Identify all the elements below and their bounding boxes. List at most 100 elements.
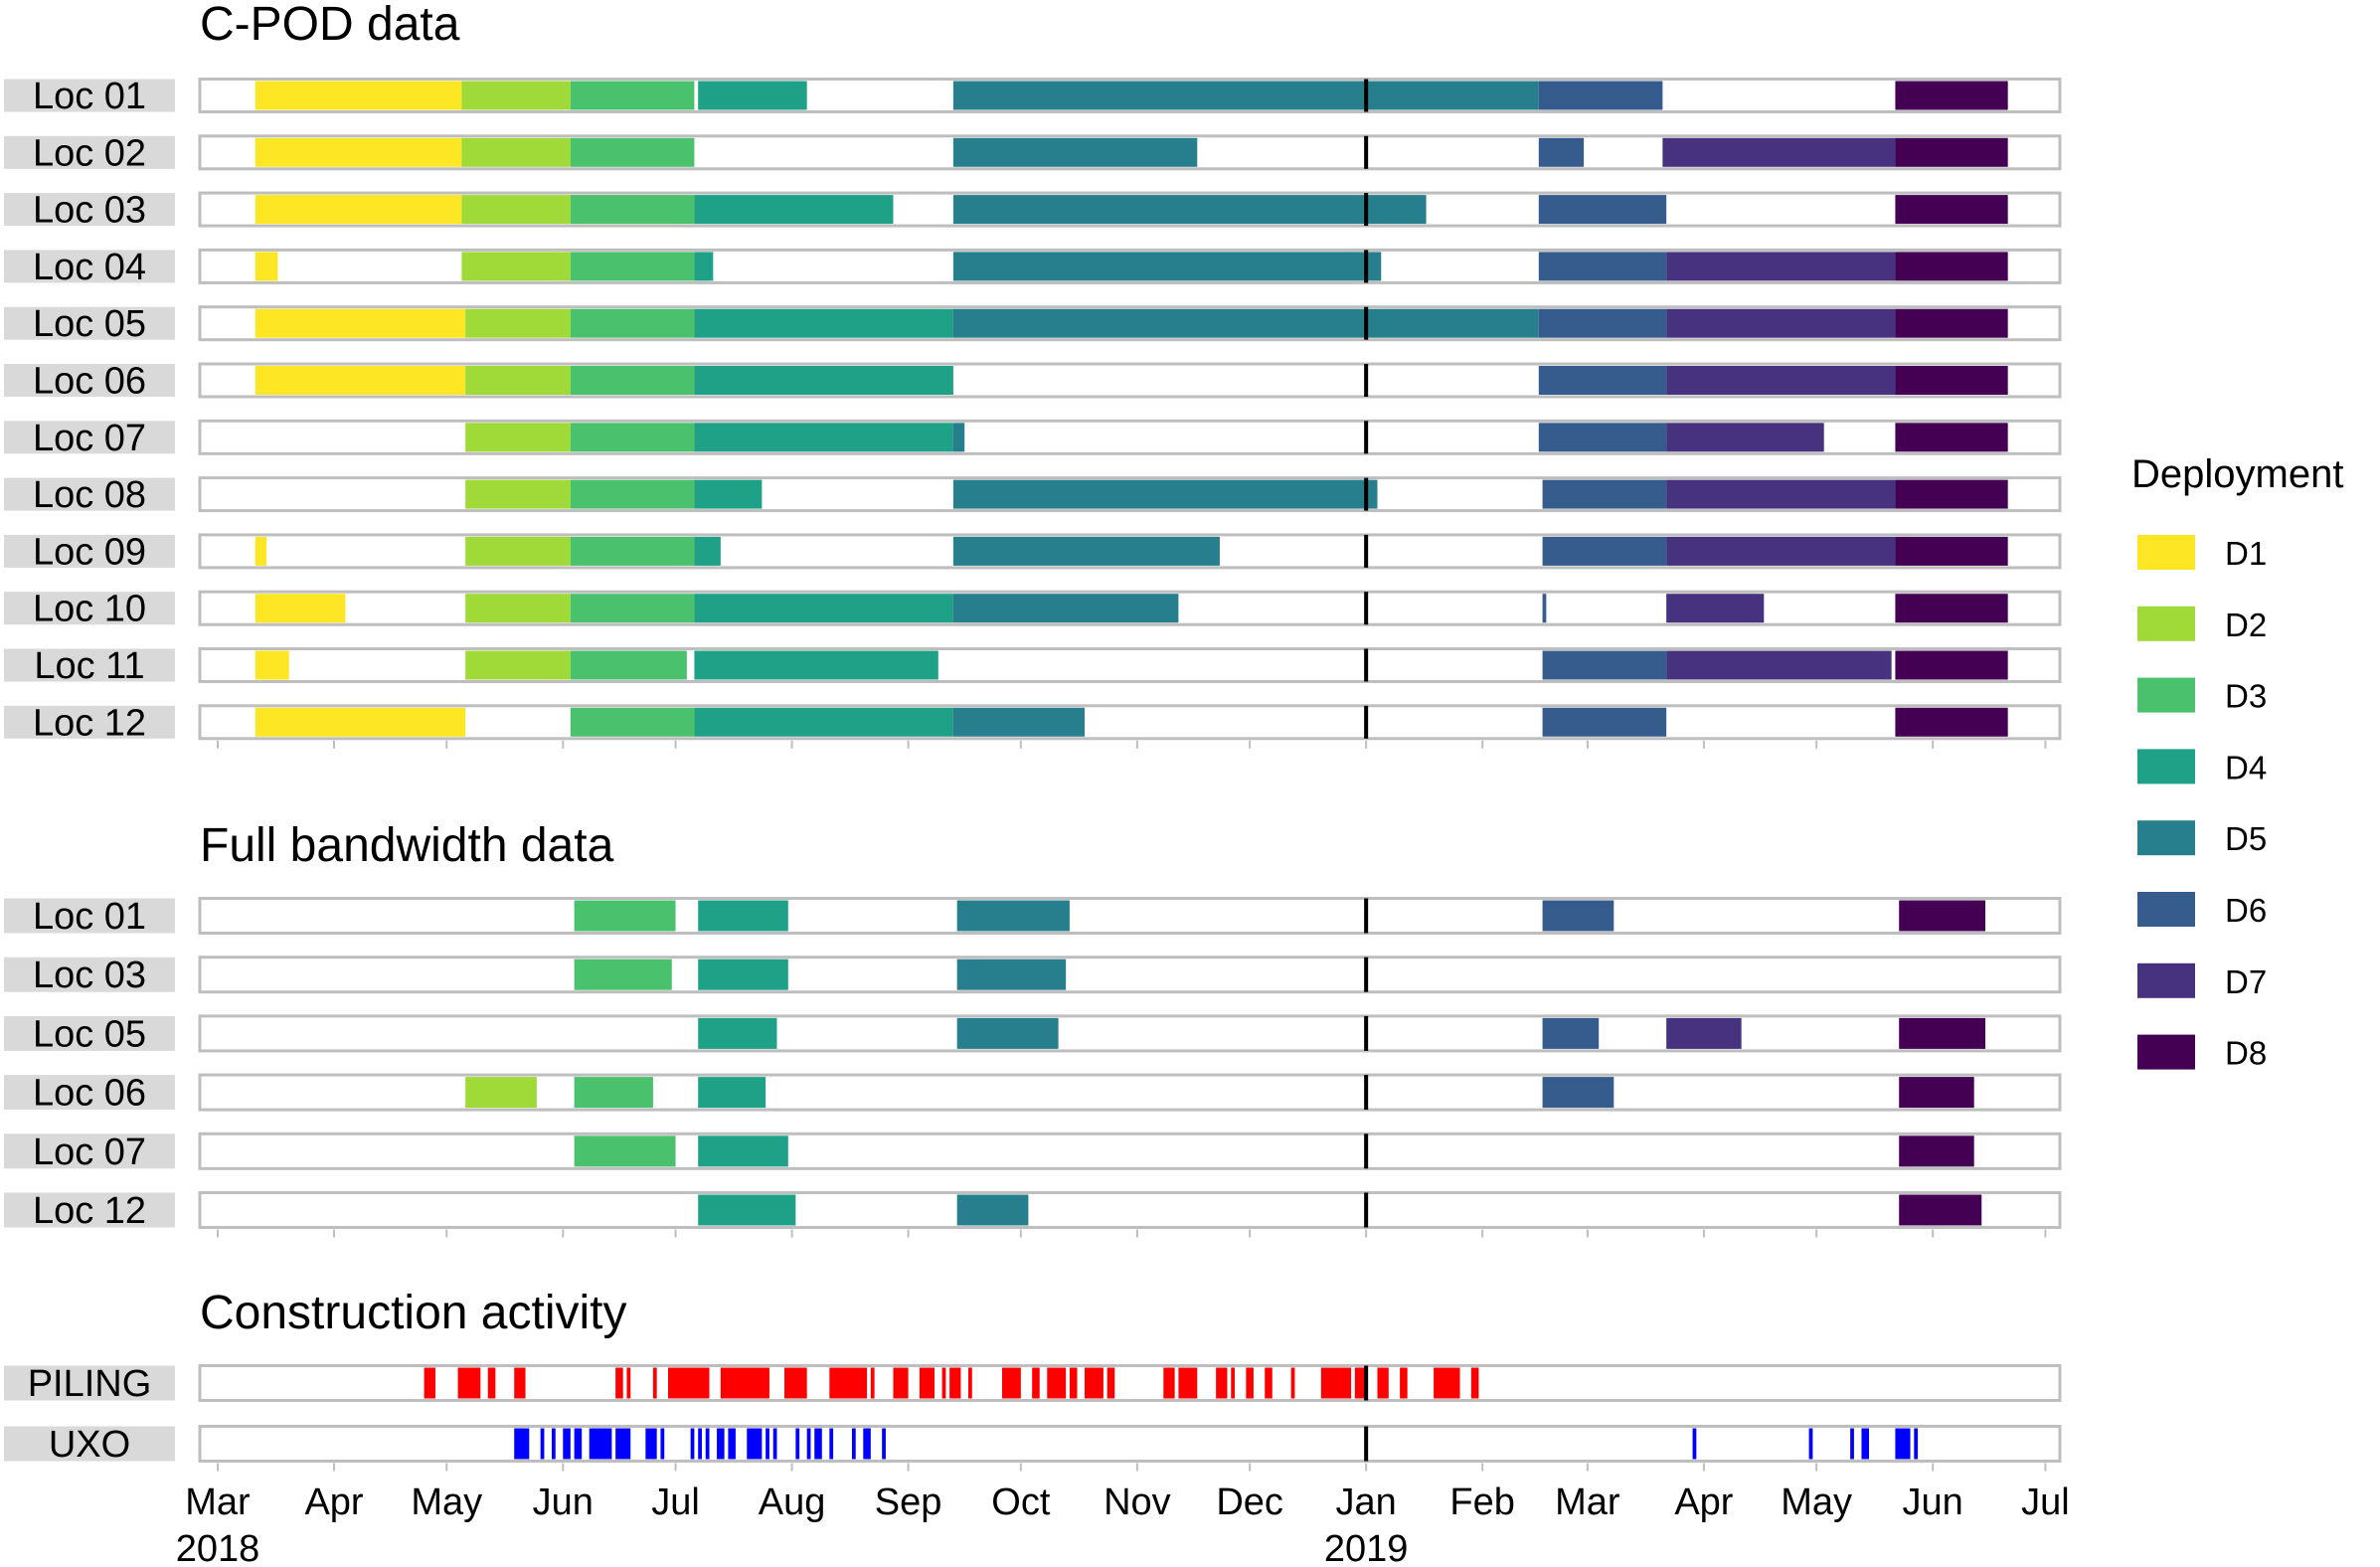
legend-key-d2 <box>2137 606 2195 641</box>
row-label: Loc 04 <box>33 247 146 288</box>
row-label-strip <box>4 648 175 682</box>
deployment-bar-d3 <box>570 137 695 167</box>
row-label-strip <box>4 1426 175 1462</box>
activity-bar-piling <box>1178 1367 1198 1399</box>
deployment-bar-d1 <box>255 366 466 395</box>
activity-bar-uxo <box>660 1428 665 1460</box>
activity-bar-piling <box>1163 1367 1175 1399</box>
legend-key-d4 <box>2137 749 2195 784</box>
deployment-bar-d7 <box>1666 479 1896 509</box>
deployment-bar-d8 <box>1895 195 2008 225</box>
deployment-bar-d8 <box>1895 81 2008 110</box>
row-border <box>198 476 2062 513</box>
deployment-bar-d2 <box>465 1077 537 1109</box>
x-tick-label: May <box>1781 1481 1852 1523</box>
row-label-strip <box>4 250 175 283</box>
row-label: Loc 10 <box>33 589 146 630</box>
deployment-bar-d6 <box>1542 1077 1615 1109</box>
row-label: Loc 03 <box>33 955 146 996</box>
row-label-strip <box>4 477 175 511</box>
deployment-bar-d5 <box>952 137 1198 167</box>
x-tick-label: Jan <box>1336 1481 1397 1523</box>
legend-title: Deployment <box>2131 452 2343 496</box>
activity-bar-uxo <box>1850 1428 1854 1460</box>
activity-bar-uxo <box>829 1428 834 1460</box>
row-label: Loc 03 <box>33 190 146 232</box>
legend-key-d8 <box>2137 1034 2195 1070</box>
deployment-bar-d4 <box>698 958 788 990</box>
row-border <box>198 305 2062 342</box>
x-tick-label: May <box>411 1481 482 1523</box>
deployment-bar-d1 <box>255 536 267 566</box>
deployment-bar-d3 <box>574 958 672 990</box>
deployment-bar-d1 <box>255 707 466 737</box>
row-track <box>200 898 2060 934</box>
activity-bar-piling <box>1290 1367 1295 1399</box>
deployment-bar-d4 <box>694 423 953 452</box>
activity-bar-uxo <box>1692 1428 1697 1460</box>
activity-bar-piling <box>1069 1367 1078 1399</box>
deployment-bar-d6 <box>1542 594 1547 623</box>
row-track <box>200 705 2060 739</box>
row-border <box>198 362 2062 399</box>
deployment-bar-d6 <box>1538 423 1667 452</box>
deployment-bar-d5 <box>956 1194 1029 1226</box>
deployment-bar-d2 <box>461 81 571 110</box>
activity-bar-uxo <box>863 1428 871 1460</box>
deployment-bar-d2 <box>465 423 571 452</box>
deployment-bar-d4 <box>694 707 953 737</box>
deployment-bar-d6 <box>1538 195 1667 225</box>
legend-label: D2 <box>2225 607 2267 643</box>
row-border <box>198 1073 2062 1112</box>
deployment-bar-d3 <box>570 195 695 225</box>
x-tick-label: Apr <box>1674 1481 1733 1523</box>
deployment-bar-d3 <box>570 308 695 338</box>
deployment-bar-d4 <box>698 1017 777 1049</box>
deployment-bar-d6 <box>1538 366 1667 395</box>
activity-bar-uxo <box>1914 1428 1919 1460</box>
deployment-bar-d5 <box>952 308 1539 338</box>
activity-bar-uxo <box>551 1428 556 1460</box>
activity-bar-piling <box>1400 1367 1408 1399</box>
x-tick-year-label: 2018 <box>176 1528 260 1567</box>
deployment-bar-d7 <box>1666 308 1896 338</box>
row-label-strip <box>4 135 175 169</box>
row-track <box>200 1426 2060 1462</box>
deployment-bar-d6 <box>1538 308 1667 338</box>
activity-bar-piling <box>1246 1367 1254 1399</box>
deployment-bar-d8 <box>1899 1135 1974 1167</box>
deployment-bar-d4 <box>694 650 938 680</box>
activity-bar-piling <box>1216 1367 1228 1399</box>
deployment-bar-d3 <box>574 1135 676 1167</box>
deployment-bar-d8 <box>1899 1077 1974 1109</box>
deployment-bar-d5 <box>952 594 1179 623</box>
activity-bar-piling <box>968 1367 972 1399</box>
row-border <box>198 1014 2062 1053</box>
deployment-bar-d4 <box>694 536 721 566</box>
activity-bar-piling <box>1265 1367 1273 1399</box>
legend-key-d7 <box>2137 962 2195 998</box>
activity-bar-piling <box>1320 1367 1352 1399</box>
deployment-bar-d2 <box>465 479 571 509</box>
row-track <box>200 1133 2060 1169</box>
activity-bar-piling <box>870 1367 875 1399</box>
deployment-bar-d7 <box>1666 594 1765 623</box>
row-label: Loc 09 <box>33 531 146 573</box>
deployment-bar-d6 <box>1538 81 1663 110</box>
legend-label: D3 <box>2225 678 2267 715</box>
legend-label: D1 <box>2225 535 2267 572</box>
deployment-bar-d6 <box>1538 252 1667 281</box>
row-border <box>198 704 2062 741</box>
deployment-bar-d1 <box>255 308 466 338</box>
activity-bar-uxo <box>514 1428 530 1460</box>
row-border <box>198 533 2062 570</box>
activity-bar-piling <box>1377 1367 1389 1399</box>
deployment-bar-d4 <box>694 252 714 281</box>
deployment-bar-d3 <box>570 707 695 737</box>
deployment-bar-d3 <box>570 252 695 281</box>
deployment-bar-d8 <box>1899 900 1986 932</box>
legend-label: D8 <box>2225 1035 2267 1072</box>
deployment-bar-d3 <box>570 536 695 566</box>
row-track <box>200 1192 2060 1228</box>
